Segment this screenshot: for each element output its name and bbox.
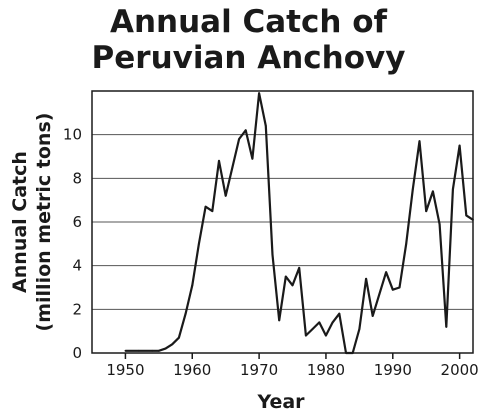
data-point bbox=[425, 210, 428, 213]
y-tick-label: 10 bbox=[63, 126, 82, 144]
data-point bbox=[472, 218, 474, 221]
data-point bbox=[164, 347, 167, 350]
x-axis-title: Year bbox=[256, 391, 305, 413]
y-tick-label: 8 bbox=[72, 169, 82, 187]
data-point bbox=[231, 166, 234, 169]
y-tick-label: 0 bbox=[72, 344, 82, 362]
data-point bbox=[371, 315, 374, 317]
data-point bbox=[418, 140, 421, 143]
data-point bbox=[365, 277, 367, 280]
data-point bbox=[244, 129, 247, 132]
data-point bbox=[191, 284, 194, 287]
x-axis-ticks: 1950 1960 1970 1980 1990 2000 bbox=[106, 353, 479, 379]
data-point bbox=[157, 349, 160, 352]
data-point bbox=[211, 210, 214, 213]
y-tick-label: 6 bbox=[72, 213, 82, 231]
series-line bbox=[125, 92, 474, 355]
x-tick-label: 2000 bbox=[441, 361, 479, 379]
data-point bbox=[458, 144, 461, 147]
data-point bbox=[124, 349, 127, 352]
data-point bbox=[198, 242, 200, 245]
x-tick-label: 1990 bbox=[374, 361, 412, 379]
x-tick-label: 1960 bbox=[173, 361, 211, 379]
data-point bbox=[452, 188, 454, 191]
data-point bbox=[391, 288, 394, 291]
chart-title-line-2: Peruvian Anchovy bbox=[91, 40, 406, 76]
data-point bbox=[325, 334, 327, 337]
chart-title: Annual Catch of Peruvian Anchovy bbox=[0, 4, 497, 76]
data-point bbox=[305, 334, 307, 337]
data-point bbox=[137, 349, 140, 352]
data-point bbox=[378, 293, 381, 295]
data-point bbox=[445, 325, 448, 328]
data-point bbox=[251, 157, 254, 160]
data-point bbox=[351, 352, 354, 354]
data-point bbox=[264, 125, 267, 127]
plot-frame bbox=[91, 90, 474, 354]
data-point bbox=[291, 284, 294, 287]
data-point bbox=[271, 253, 274, 256]
data-points bbox=[124, 92, 474, 354]
data-point bbox=[358, 328, 361, 330]
y-tick-label: 2 bbox=[72, 300, 82, 318]
data-point bbox=[238, 138, 241, 140]
data-point bbox=[171, 343, 174, 346]
data-point bbox=[311, 328, 314, 330]
data-point bbox=[411, 188, 414, 191]
data-point bbox=[278, 319, 281, 322]
data-point bbox=[405, 242, 408, 245]
data-point bbox=[432, 190, 434, 193]
data-point bbox=[178, 336, 180, 339]
y-axis-title-line-1: Annual Catch bbox=[9, 151, 31, 293]
data-point bbox=[184, 312, 187, 315]
y-axis-title-line-2: (million metric tons) bbox=[33, 113, 55, 332]
data-point bbox=[318, 321, 321, 324]
data-point bbox=[345, 352, 347, 354]
chart-title-line-1: Annual Catch of bbox=[109, 4, 388, 40]
data-point bbox=[258, 92, 260, 95]
data-point bbox=[284, 275, 287, 278]
data-point bbox=[438, 223, 441, 226]
x-tick-label: 1970 bbox=[240, 361, 278, 379]
data-point bbox=[385, 271, 387, 274]
data-point bbox=[398, 286, 401, 289]
y-tick-label: 4 bbox=[72, 257, 82, 275]
x-tick-label: 1950 bbox=[106, 361, 144, 379]
data-point bbox=[204, 205, 207, 208]
data-point bbox=[224, 194, 227, 197]
data-point bbox=[338, 312, 341, 315]
data-point bbox=[298, 267, 301, 269]
x-tick-label: 1980 bbox=[307, 361, 345, 379]
data-point bbox=[331, 321, 334, 324]
data-point bbox=[151, 349, 154, 352]
data-point bbox=[218, 160, 220, 162]
data-point bbox=[465, 214, 468, 217]
y-axis-ticks: 0 2 4 6 8 10 bbox=[63, 126, 82, 362]
